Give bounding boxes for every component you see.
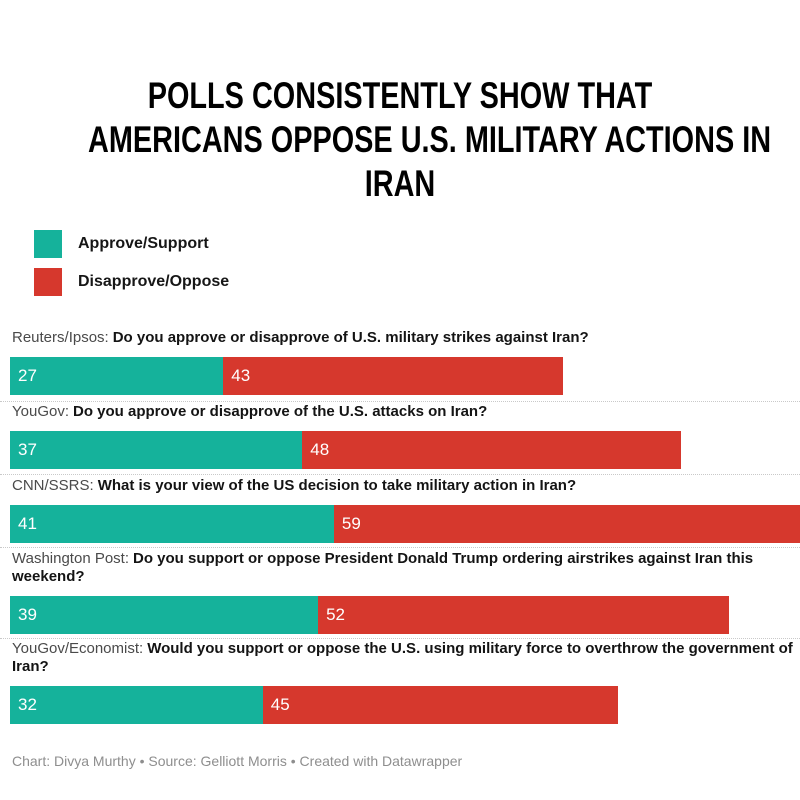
row-separator — [0, 474, 800, 475]
poll-source: YouGov: — [12, 403, 69, 420]
stacked-bar: 32 45 — [10, 686, 800, 724]
disapprove-bar-segment: 59 — [333, 505, 800, 543]
chart-title-line-2: AMERICANS OPPOSE U.S. MILITARY ACTIONS I… — [88, 119, 772, 160]
poll-label: Washington Post: Do you support or oppose… — [10, 550, 800, 586]
chart-title-line-1: POLLS CONSISTENTLY SHOW THAT — [147, 75, 653, 116]
row-separator — [0, 401, 800, 402]
poll-question: Do you approve or disapprove of U.S. mil… — [112, 329, 589, 346]
stacked-bar: 39 52 — [10, 596, 800, 634]
disapprove-value: 52 — [326, 605, 346, 624]
approve-value: 32 — [18, 695, 37, 714]
row-separator — [0, 638, 800, 639]
legend-label-approve: Approve/Support — [78, 235, 209, 252]
poll-source: Washington Post: — [12, 550, 130, 567]
poll-question: Do you support or oppose President Donal… — [12, 550, 754, 585]
approve-value: 41 — [18, 514, 37, 533]
approve-bar-segment: 41 — [10, 505, 334, 543]
poll-source: Reuters/Ipsos: — [12, 329, 109, 346]
disapprove-value: 45 — [270, 695, 290, 714]
poll-question: Would you support or oppose the U.S. usi… — [12, 640, 793, 675]
attribution-line: Chart: Divya Murthy • Source: Gelliott M… — [12, 753, 463, 769]
chart-title-line-3: IRAN — [364, 163, 436, 204]
approve-value: 39 — [18, 605, 37, 624]
poll-row-cnn-ssrs: CNN/SSRS: What is your view of the US dec… — [10, 477, 800, 543]
chart-title: POLLS CONSISTENTLY SHOW THAT AMERICANS O… — [0, 74, 800, 206]
disapprove-bar-segment: 48 — [302, 431, 682, 469]
poll-row-yougov: YouGov: Do you approve or disapprove of t… — [10, 403, 800, 469]
stacked-bar: 41 59 — [10, 505, 800, 543]
poll-source: CNN/SSRS: — [12, 477, 94, 494]
poll-label: YouGov: Do you approve or disapprove of t… — [10, 403, 800, 421]
poll-source: YouGov/Economist: — [12, 640, 144, 657]
legend-item-approve: Approve/Support — [34, 230, 229, 258]
poll-row-washington-post: Washington Post: Do you support or oppose… — [10, 550, 800, 634]
approve-bar-segment: 37 — [10, 431, 303, 469]
poll-question: What is your view of the US decision to … — [97, 477, 577, 494]
approve-bar-segment: 27 — [10, 357, 224, 395]
disapprove-value: 59 — [341, 514, 361, 533]
poll-label: YouGov/Economist: Would you support or op… — [10, 640, 800, 676]
approve-value: 27 — [18, 366, 37, 385]
poll-label: CNN/SSRS: What is your view of the US dec… — [10, 477, 800, 495]
approve-bar-segment: 32 — [10, 686, 263, 724]
legend-label-disapprove: Disapprove/Oppose — [78, 273, 230, 290]
stacked-bar: 37 48 — [10, 431, 800, 469]
disapprove-value: 48 — [310, 440, 330, 459]
row-separator — [0, 547, 800, 548]
poll-question: Do you approve or disapprove of the U.S.… — [73, 403, 488, 420]
approve-bar-segment: 39 — [10, 596, 319, 634]
legend-item-disapprove: Disapprove/Oppose — [34, 268, 229, 296]
stacked-bar: 27 43 — [10, 357, 800, 395]
poll-row-yougov-economist: YouGov/Economist: Would you support or op… — [10, 640, 800, 724]
approve-value: 37 — [18, 440, 37, 459]
disapprove-bar-segment: 52 — [318, 596, 729, 634]
approve-swatch-icon — [34, 230, 62, 258]
poll-row-reuters-ipsos: Reuters/Ipsos: Do you approve or disappro… — [10, 329, 800, 395]
disapprove-bar-segment: 43 — [223, 357, 563, 395]
disapprove-bar-segment: 45 — [262, 686, 619, 724]
poll-label: Reuters/Ipsos: Do you approve or disappro… — [10, 329, 800, 347]
disapprove-swatch-icon — [34, 268, 62, 296]
legend: Approve/Support Disapprove/Oppose — [34, 230, 229, 306]
disapprove-value: 43 — [231, 366, 251, 385]
